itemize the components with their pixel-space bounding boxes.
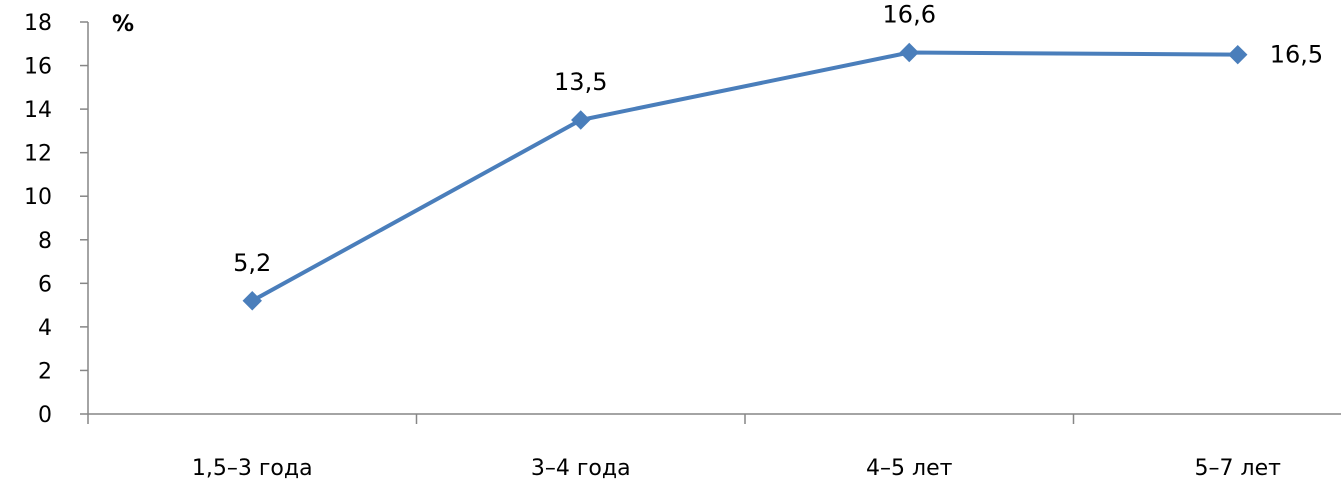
y-axis-ticks: 0 2 4 6 8 10 12 14 16 18: [24, 11, 88, 428]
data-point-marker: [242, 291, 262, 311]
y-tick-label: 14: [24, 98, 52, 123]
y-tick-label: 10: [24, 185, 52, 210]
x-category-label: 3–4 года: [531, 456, 631, 481]
x-axis-ticks: 1,5–3 года 3–4 года 4–5 лет 5–7 лет: [87, 414, 1282, 481]
y-unit-label: %: [112, 12, 134, 37]
y-tick-label: 16: [24, 55, 52, 80]
y-tick-label: 18: [24, 11, 52, 36]
series-line: [250, 50, 1240, 303]
data-label: 16,6: [883, 0, 936, 28]
data-label: 5,2: [233, 249, 271, 277]
y-axis: 0 2 4 6 8 10 12 14 16 18 %: [24, 11, 134, 428]
y-tick-label: 6: [38, 272, 52, 297]
data-labels: 5,2 13,5 16,6 16,5: [233, 0, 1323, 276]
y-tick-label: 2: [38, 359, 52, 384]
data-label: 13,5: [554, 68, 607, 96]
data-point-marker: [1228, 44, 1248, 65]
y-tick-label: 0: [38, 403, 52, 428]
y-tick-label: 4: [38, 316, 52, 341]
x-category-label: 5–7 лет: [1195, 456, 1282, 481]
y-tick-label: 8: [38, 229, 52, 254]
data-label: 16,5: [1270, 41, 1323, 69]
x-axis: 1,5–3 года 3–4 года 4–5 лет 5–7 лет: [87, 413, 1341, 481]
x-category-label: 1,5–3 года: [192, 456, 313, 481]
series-group: [242, 42, 1248, 311]
data-point-marker: [899, 42, 919, 63]
y-tick-label: 12: [24, 142, 52, 167]
x-category-label: 4–5 лет: [866, 456, 953, 481]
data-point-marker: [571, 110, 591, 130]
